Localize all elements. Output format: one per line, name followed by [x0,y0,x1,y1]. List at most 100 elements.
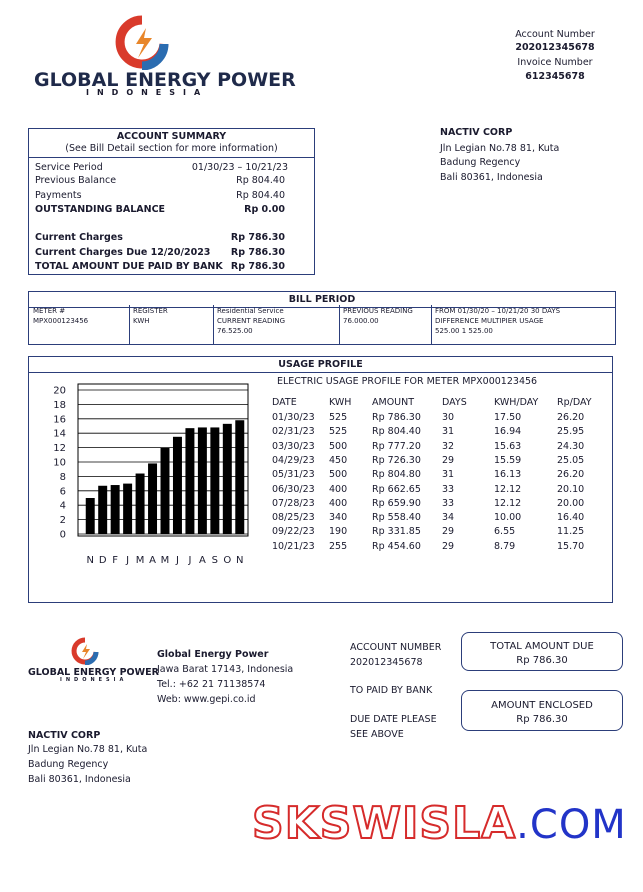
x-tick-label: S [212,555,218,566]
table-cell: 400 [329,483,348,495]
table-cell: 500 [329,440,348,452]
bar [98,485,108,534]
y-tick-label: 4 [60,501,66,512]
y-tick-label: 6 [60,486,66,497]
table-cell: 525 [329,412,348,423]
divider [213,305,214,344]
company: GLOBAL ENERGY POWER [34,69,296,91]
summary-value: Rp 804.40 [236,190,285,201]
divider [339,305,340,344]
bill-period-text: MPX000123456 [33,317,89,325]
table-cell: 20.10 [557,483,585,495]
table-cell: 34 [442,512,455,524]
watermark: SKSWISLA.COM [251,801,627,847]
bar [222,423,232,534]
account-number: 202012345678 [515,42,595,53]
table-cell: Rp 558.40 [372,512,421,524]
y-tick-label: 16 [53,414,66,425]
bar [85,498,95,534]
bill-period-text: KWH [133,317,150,325]
customer-line: Badung Regency [440,157,521,168]
enclosed-label: AMOUNT ENCLOSED [491,700,593,711]
total-value: Rp 786.30 [516,655,568,666]
bar [123,483,133,534]
table-cell: 10.00 [494,512,522,524]
bar [160,447,170,534]
table-cell: Rp 804.40 [372,426,421,438]
table-cell: Rp 786.30 [372,412,421,423]
table-cell: 525 [329,426,348,438]
table-cell: 12.12 [494,483,522,495]
y-tick-label: 10 [53,458,66,469]
usage-subtitle: ELECTRIC USAGE PROFILE FOR METER MPX0001… [277,376,538,387]
table-cell: 20.00 [557,497,585,509]
summary-title: ACCOUNT SUMMARY [116,131,227,142]
footer-logo-icon [71,637,99,665]
table-header: AMOUNT [372,397,415,408]
table-cell: 29 [442,540,455,552]
y-tick-label: 2 [60,515,66,526]
table-cell: 12.12 [494,497,522,509]
x-tick-label: M [136,555,145,566]
table-cell: Rp 777.20 [372,440,421,452]
table-cell: 33 [442,483,455,495]
y-tick-label: 20 [53,386,66,397]
table-cell: Rp 659.90 [372,497,421,509]
summary-value: Rp 804.40 [236,175,285,186]
table-cell: Rp 662.65 [372,483,421,495]
summary-label: Current Charges Due 12/20/2023 [35,247,211,258]
summary-value: 01/30/23 – 10/21/23 [191,162,288,173]
bar [197,427,207,534]
table-cell: 340 [329,512,348,524]
invoice-number: 612345678 [525,71,585,82]
summary-label: TOTAL AMOUNT DUE PAID BY BANK [35,261,223,272]
bill-period-text: 525.00 1 525.00 [435,327,493,335]
invoice-label: Invoice Number [517,57,593,68]
bar [172,436,182,534]
customer-line: Bali 80361, Indonesia [28,774,131,783]
table-cell: 500 [329,469,348,481]
table-cell: 32 [442,440,455,452]
footer-company: GLOBAL ENERGY POWER [28,667,159,678]
enclosed-box: AMOUNT ENCLOSED Rp 786.30 [461,690,623,731]
bill-period-text: CURRENT READING [217,317,286,325]
table-cell: Rp 454.60 [372,540,421,552]
table-cell: 26.20 [557,412,585,423]
summary-value: Rp 786.30 [230,261,285,272]
y-tick-label: 0 [60,530,66,541]
x-tick-label: N [236,555,243,566]
y-tick-label: 18 [53,400,66,411]
y-tick-label: 8 [60,472,66,483]
bill-period-text: METER # [33,307,66,315]
table-cell: 29 [442,454,455,466]
x-tick-label: A [149,555,156,566]
usage-box: USAGE PROFILE ELECTRIC USAGE PROFILE FOR… [28,356,613,603]
table-cell: 400 [329,497,348,509]
table-cell: Rp 726.30 [372,454,421,466]
table-cell: Rp 331.85 [372,526,421,538]
footer-due: SEE ABOVE [350,729,404,740]
table-cell: 17.50 [494,412,522,423]
logo-icon [115,15,169,70]
bill-period-text: 76.000.00 [343,317,379,325]
table-cell: 30 [442,412,455,423]
table-cell: 16.13 [494,469,522,481]
table-cell: 06/30/23 [272,483,315,495]
customer-name: NACTIV CORP [440,127,513,138]
x-tick-label: D [99,555,107,566]
enclosed-value: Rp 786.30 [516,714,568,725]
table-cell: 04/29/23 [272,454,315,466]
table-header: KWH [329,397,352,408]
table-cell: 02/31/23 [272,426,315,438]
table-cell: 11.25 [557,526,585,538]
x-tick-label: M [161,555,170,566]
bar [110,485,120,534]
footer-tel: Tel.: +62 21 71138574 [157,679,266,690]
bill-period-text: 76.525.00 [217,327,253,335]
summary-label: Current Charges [35,232,123,243]
footer-web: Web: www.gepi.co.id [157,694,256,705]
table-header: Rp/DAY [557,397,592,408]
table-cell: 16.40 [557,512,585,524]
